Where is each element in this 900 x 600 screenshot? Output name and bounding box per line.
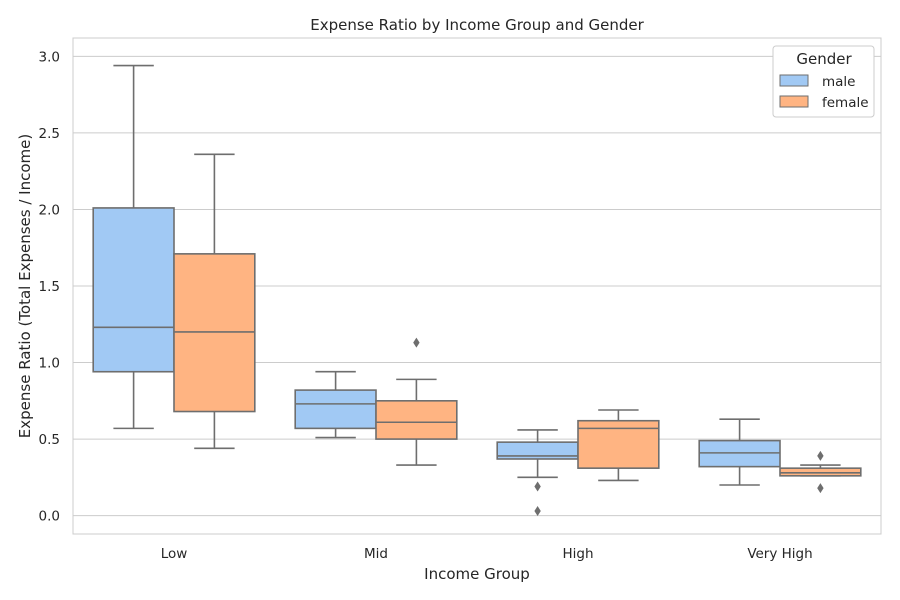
box-female-very-high	[779, 450, 862, 494]
iqr-box	[92, 207, 175, 373]
outlier-point	[413, 337, 420, 348]
legend-item-male: male	[779, 74, 855, 90]
y-axis-label: Expense Ratio (Total Expenses / Income)	[16, 134, 34, 438]
legend-swatch	[779, 95, 809, 108]
x-tick-label: Very High	[747, 546, 812, 562]
box-female-low	[173, 153, 256, 450]
y-tick-label: 3.0	[39, 49, 60, 65]
x-tick-label: High	[562, 546, 593, 562]
series-male	[92, 64, 781, 517]
box-female-high	[577, 409, 660, 482]
y-tick-labels: 0.0 0.5 1.0 1.5 2.0 2.5 3.0	[39, 49, 60, 524]
outlier-point	[534, 506, 541, 517]
legend: Gender male female	[772, 45, 875, 118]
box-male-very-high	[698, 418, 781, 486]
x-tick-labels: Low Mid High Very High	[161, 546, 813, 562]
legend-swatch	[779, 74, 809, 87]
box-series-layer	[92, 64, 862, 517]
box-male-low	[92, 64, 175, 430]
plot-frame	[72, 37, 882, 535]
y-tick-label: 1.0	[39, 356, 60, 372]
legend-item-female: female	[779, 95, 869, 111]
y-tick-label: 0.0	[39, 509, 60, 525]
y-tick-label: 2.0	[39, 202, 60, 218]
legend-label: female	[822, 95, 869, 111]
box-female-mid	[375, 337, 458, 466]
box-male-mid	[294, 370, 377, 439]
iqr-box	[294, 389, 377, 430]
outlier-point	[817, 450, 824, 461]
series-female	[173, 153, 862, 494]
outlier-point	[817, 483, 824, 494]
legend-label: male	[822, 74, 855, 90]
x-axis-label: Income Group	[424, 565, 530, 583]
box-male-high	[496, 429, 579, 517]
outlier-point	[534, 481, 541, 492]
iqr-box	[375, 400, 458, 440]
legend-title: Gender	[796, 50, 852, 68]
y-tick-label: 0.5	[39, 432, 60, 448]
x-tick-label: Low	[161, 546, 188, 562]
chart-title: Expense Ratio by Income Group and Gender	[310, 16, 644, 34]
y-tick-label: 1.5	[39, 279, 60, 295]
x-tick-label: Mid	[364, 546, 388, 562]
y-tick-label: 2.5	[39, 126, 60, 142]
